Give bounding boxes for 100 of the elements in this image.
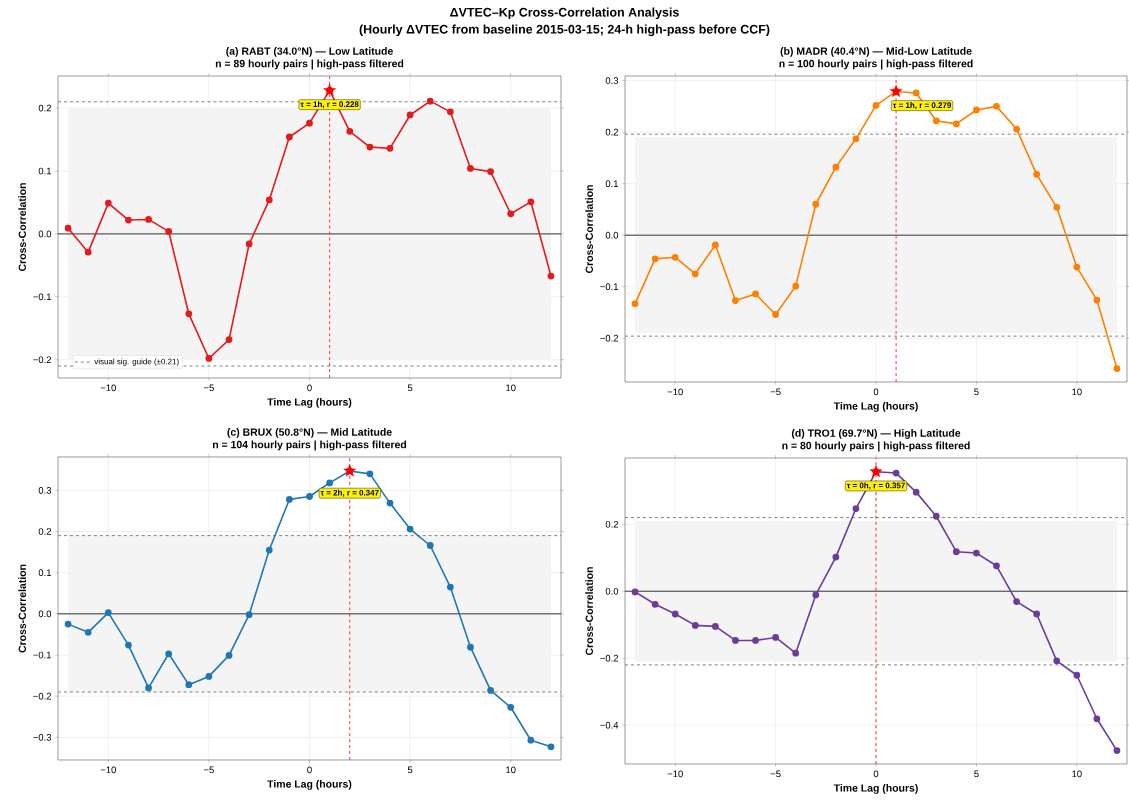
x-tick-label: 0 — [873, 770, 879, 778]
y-axis-title: Cross-Correlation — [18, 564, 26, 653]
point — [1033, 170, 1041, 178]
point — [323, 83, 336, 96]
chart-title: (d) TRO1 (69.7°N) — High Latitude — [791, 429, 961, 439]
point — [286, 133, 293, 141]
x-tick-label: 10 — [506, 766, 516, 774]
point — [446, 108, 454, 116]
point — [711, 241, 719, 249]
point — [406, 525, 414, 533]
point — [671, 610, 679, 618]
y-tick-label: 0.1 — [38, 569, 52, 577]
point — [245, 240, 253, 248]
point — [104, 609, 112, 616]
point — [1033, 610, 1041, 618]
point — [792, 649, 800, 657]
point — [286, 496, 293, 503]
y-tick-label: −0.2 — [600, 654, 619, 662]
chart-title: (c) BRUX (50.8°N) — Mid Latitude — [227, 428, 392, 438]
point — [225, 336, 233, 343]
point — [165, 650, 173, 658]
point — [1113, 365, 1121, 372]
x-tick-label: 10 — [1072, 770, 1082, 778]
y-tick-label: 0.3 — [38, 486, 52, 494]
y-tick-label: 0.2 — [605, 128, 619, 136]
point — [631, 300, 639, 308]
point — [912, 89, 920, 97]
point — [691, 621, 699, 629]
point — [932, 512, 940, 520]
x-tick-label: 5 — [974, 388, 979, 396]
x-tick-label: 5 — [407, 766, 413, 774]
point — [671, 253, 679, 261]
x-tick-label: −5 — [770, 770, 781, 778]
point — [973, 549, 980, 557]
point — [889, 84, 903, 97]
point — [1113, 747, 1121, 754]
point — [812, 200, 820, 208]
y-tick-label: 0.2 — [605, 520, 619, 528]
x-tick-label: −10 — [667, 388, 683, 396]
y-tick-label: −0.2 — [600, 334, 619, 342]
point — [691, 270, 699, 278]
point — [64, 224, 72, 232]
point — [872, 101, 880, 109]
point — [467, 643, 474, 651]
point — [711, 622, 719, 630]
point — [145, 684, 152, 692]
point — [306, 119, 313, 127]
x-axis-title: Time Lag (hours) — [833, 784, 918, 794]
point — [651, 255, 659, 263]
point — [932, 117, 940, 125]
x-tick-label: 0 — [307, 766, 312, 774]
y-axis-title: Cross-Correlation — [18, 183, 26, 272]
text: ΔVTEC–Kp Cross-Correlation Analysis — [450, 7, 679, 20]
chart-subtitle: n = 100 hourly pairs | high-pass filtered — [779, 59, 973, 70]
y-tick-label: 0.0 — [38, 230, 52, 238]
point — [1013, 598, 1020, 605]
x-tick-label: −5 — [770, 388, 781, 396]
point — [125, 216, 132, 224]
point — [1093, 715, 1101, 723]
point — [732, 297, 739, 304]
chart-subtitle: n = 80 hourly pairs | high-pass filtered — [782, 441, 970, 452]
y-tick-label: −0.1 — [33, 651, 52, 659]
x-tick-label: −10 — [667, 770, 683, 778]
point — [752, 637, 759, 644]
point — [487, 168, 494, 175]
point — [1053, 657, 1061, 665]
x-tick-label: 0 — [307, 384, 312, 392]
point — [732, 637, 739, 644]
point — [993, 562, 1000, 570]
point — [892, 469, 900, 477]
point — [487, 687, 494, 694]
point — [84, 628, 92, 636]
point — [973, 106, 980, 114]
point — [64, 620, 72, 628]
x-axis-title: Time Lag (hours) — [267, 780, 352, 790]
y-axis-title: Cross-Correlation — [585, 185, 593, 274]
point — [547, 743, 555, 751]
point — [125, 641, 132, 649]
point — [1093, 296, 1101, 304]
point — [852, 135, 860, 143]
point — [426, 542, 434, 549]
y-tick-label: −0.1 — [33, 293, 52, 301]
point — [507, 210, 515, 218]
x-tick-label: 10 — [506, 384, 516, 392]
point — [145, 216, 152, 223]
y-tick-label: 0.1 — [605, 180, 619, 187]
point — [547, 272, 555, 280]
x-tick-label: 10 — [1072, 388, 1082, 396]
point — [185, 310, 193, 318]
point — [366, 143, 374, 151]
y-tick-label: −0.2 — [33, 356, 52, 364]
point — [84, 248, 92, 256]
y-tick-label: 0.2 — [38, 528, 52, 535]
point — [185, 681, 193, 689]
y-tick-label: −0.1 — [600, 283, 619, 291]
point — [952, 120, 960, 128]
y-tick-label: 0.2 — [38, 104, 52, 112]
y-tick-label: −0.4 — [600, 721, 619, 729]
point — [651, 600, 659, 608]
point — [852, 505, 860, 512]
